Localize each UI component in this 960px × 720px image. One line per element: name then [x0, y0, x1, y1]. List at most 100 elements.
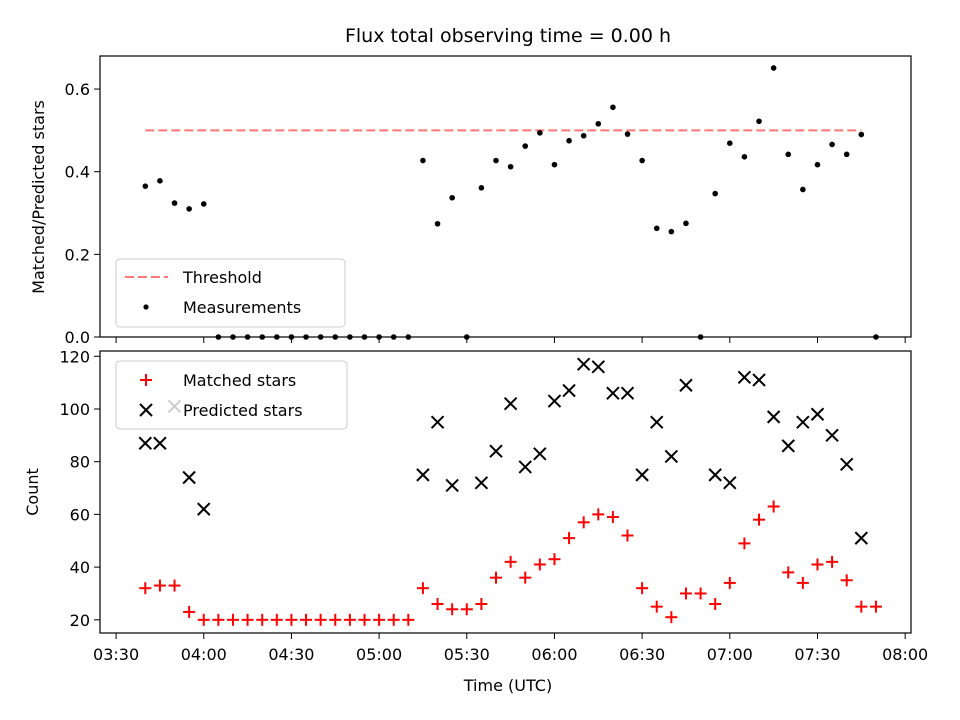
matched-star-point: [197, 613, 210, 626]
matched-star-point: [300, 613, 313, 626]
matched-star-point: [270, 613, 283, 626]
matched-star-point: [431, 598, 444, 611]
predicted-star-point: [489, 444, 503, 458]
measurement-point: [858, 131, 865, 138]
measurement-point: [580, 132, 587, 139]
measurement-point: [537, 130, 543, 136]
matched-star-point: [826, 555, 839, 568]
matched-star-point: [650, 600, 663, 613]
predicted-star-point: [737, 370, 752, 385]
matched-star-point: [475, 598, 488, 611]
matched-star-point: [402, 613, 415, 626]
bottom-x-tick-label: 08:00: [882, 645, 928, 664]
matched-star-point: [548, 553, 561, 566]
top-plot-area: 0.0 0.2 0.4 0.6: [65, 65, 906, 347]
top-legend-box: [115, 258, 346, 328]
bottom-y-tick-label: 80: [70, 453, 90, 472]
matched-legend-swatch: [140, 374, 152, 386]
bottom-y-tick-label: 40: [70, 558, 90, 577]
bottom-legend: Matched stars Predicted stars: [115, 360, 348, 430]
matched-star-point: [153, 579, 166, 592]
matched-star-point: [329, 613, 342, 626]
measurement-point: [683, 220, 689, 227]
matched-star-point: [504, 555, 517, 568]
matched-star-point: [694, 587, 707, 600]
predicted-star-point: [854, 531, 869, 545]
measurement-point: [653, 225, 660, 232]
predicted-star-point: [766, 410, 781, 424]
predicted-star-point: [620, 386, 635, 400]
predicted-star-point: [635, 468, 649, 482]
bottom-y-axis-label: Count: [23, 468, 42, 516]
measurement-point: [800, 186, 806, 193]
matched-star-point: [373, 613, 386, 626]
predicted-star-point: [416, 468, 430, 482]
measurements-legend-swatch: [143, 304, 149, 310]
predicted-star-point: [825, 428, 839, 443]
matched-star-point: [665, 611, 678, 624]
bottom-axes-frame: [99, 350, 912, 634]
matched-star-point: [256, 613, 269, 626]
measurement-point: [200, 201, 207, 207]
bottom-y-tick-label: 60: [70, 505, 90, 524]
matched-legend-label: Matched stars: [183, 371, 296, 390]
predicted-star-point: [153, 436, 167, 450]
top-y-tick-label: 0.2: [65, 245, 90, 264]
predicted-star-point: [562, 383, 576, 398]
predicted-star-point: [650, 415, 664, 429]
measurement-point: [551, 161, 558, 168]
predicted-star-point: [781, 439, 795, 453]
bottom-x-tick-label: 07:00: [707, 645, 753, 664]
matched-star-point: [753, 513, 766, 526]
matched-star-point: [212, 613, 225, 626]
matched-star-point: [796, 576, 809, 589]
predicted-legend-label: Predicted stars: [183, 401, 303, 420]
matched-star-point: [811, 558, 824, 571]
matched-star-point: [577, 516, 590, 529]
measurement-point: [814, 161, 821, 168]
matched-star-point: [358, 613, 371, 626]
matched-star-point: [168, 579, 181, 592]
measurement-point: [843, 151, 850, 158]
predicted-star-point: [810, 407, 825, 421]
top-y-tick-label: 0.6: [65, 80, 90, 99]
bottom-legend-box: [115, 360, 348, 430]
predicted-star-point: [197, 502, 211, 516]
top-y-tick-label: 0.4: [65, 163, 90, 182]
measurement-point: [639, 157, 645, 164]
measurement-point: [566, 137, 572, 144]
matched-star-point: [183, 605, 196, 618]
matched-star-point: [139, 582, 152, 595]
predicted-star-point: [591, 360, 605, 374]
matched-star-point: [855, 600, 868, 613]
bottom-x-tick-label: 07:30: [794, 645, 840, 664]
matched-star-point: [869, 600, 882, 613]
matched-star-point: [519, 571, 532, 584]
bottom-plot-area: 20 40 60 80 100 120 03:30 04:00 04:30 05:00 05:30 0…: [59, 347, 928, 664]
measurement-point: [829, 141, 835, 148]
bottom-x-tick-label: 04:00: [181, 645, 227, 664]
bottom-x-tick-label: 05:00: [356, 645, 402, 664]
matched-star-point: [606, 511, 619, 524]
measurement-point: [434, 220, 441, 227]
measurement-point: [741, 154, 748, 160]
predicted-star-point: [182, 470, 196, 485]
predicted-star-point: [708, 468, 722, 482]
measurement-point: [449, 194, 455, 201]
measurement-point: [770, 65, 777, 71]
measurement-point: [507, 163, 514, 170]
measurement-point: [493, 157, 499, 164]
predicted-star-point: [752, 373, 766, 387]
x-axis-label: Time (UTC): [463, 676, 552, 695]
predicted-star-point: [503, 397, 518, 411]
predicted-star-point: [445, 478, 459, 493]
matched-star-point: [226, 613, 239, 626]
top-axes-frame: [99, 55, 912, 338]
predicted-star-point: [606, 386, 620, 400]
predicted-star-point: [664, 449, 679, 464]
measurement-point: [186, 206, 192, 212]
matched-star-point: [709, 598, 722, 611]
measurement-point: [157, 177, 163, 184]
matched-star-point: [416, 582, 429, 595]
